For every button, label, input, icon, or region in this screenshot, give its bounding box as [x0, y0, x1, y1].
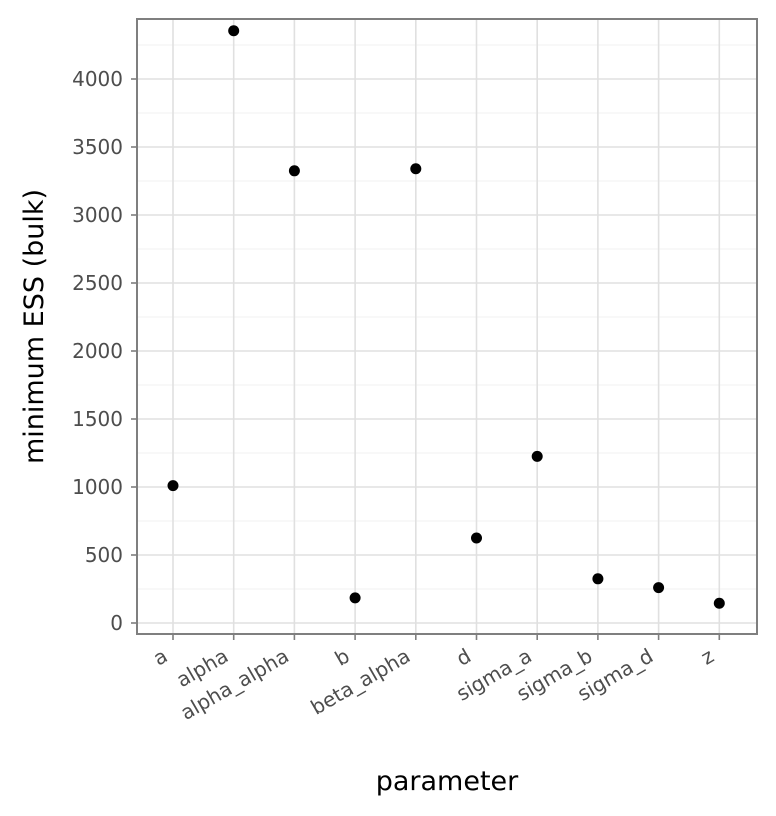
data-points [167, 25, 725, 609]
data-point [531, 450, 543, 462]
y-axis-ticks: 0 500 1000 1500 2000 2500 3000 3500 4000 [72, 67, 137, 635]
minor-gridlines [137, 44, 757, 590]
y-tick-label: 3000 [72, 203, 123, 227]
data-point [228, 25, 240, 37]
y-tick-label: 1000 [72, 475, 123, 499]
y-tick-label: 0 [110, 611, 123, 635]
data-point [410, 163, 422, 175]
data-point [471, 532, 482, 544]
data-point [288, 165, 300, 177]
data-point [349, 592, 361, 604]
y-tick-label: 2000 [72, 339, 123, 363]
major-gridlines [137, 19, 757, 634]
data-point [713, 597, 725, 609]
data-point [167, 480, 179, 492]
y-tick-label: 4000 [72, 67, 123, 91]
y-axis-title: minimum ESS (bulk) [19, 189, 50, 464]
x-axis-title: parameter [376, 766, 519, 797]
y-tick-label: 2500 [72, 271, 123, 295]
y-tick-label: 500 [85, 543, 123, 567]
panel-border [136, 18, 758, 635]
y-tick-label: 1500 [72, 407, 123, 431]
data-point [653, 582, 665, 594]
data-point [592, 573, 604, 585]
y-tick-label: 3500 [72, 135, 123, 159]
